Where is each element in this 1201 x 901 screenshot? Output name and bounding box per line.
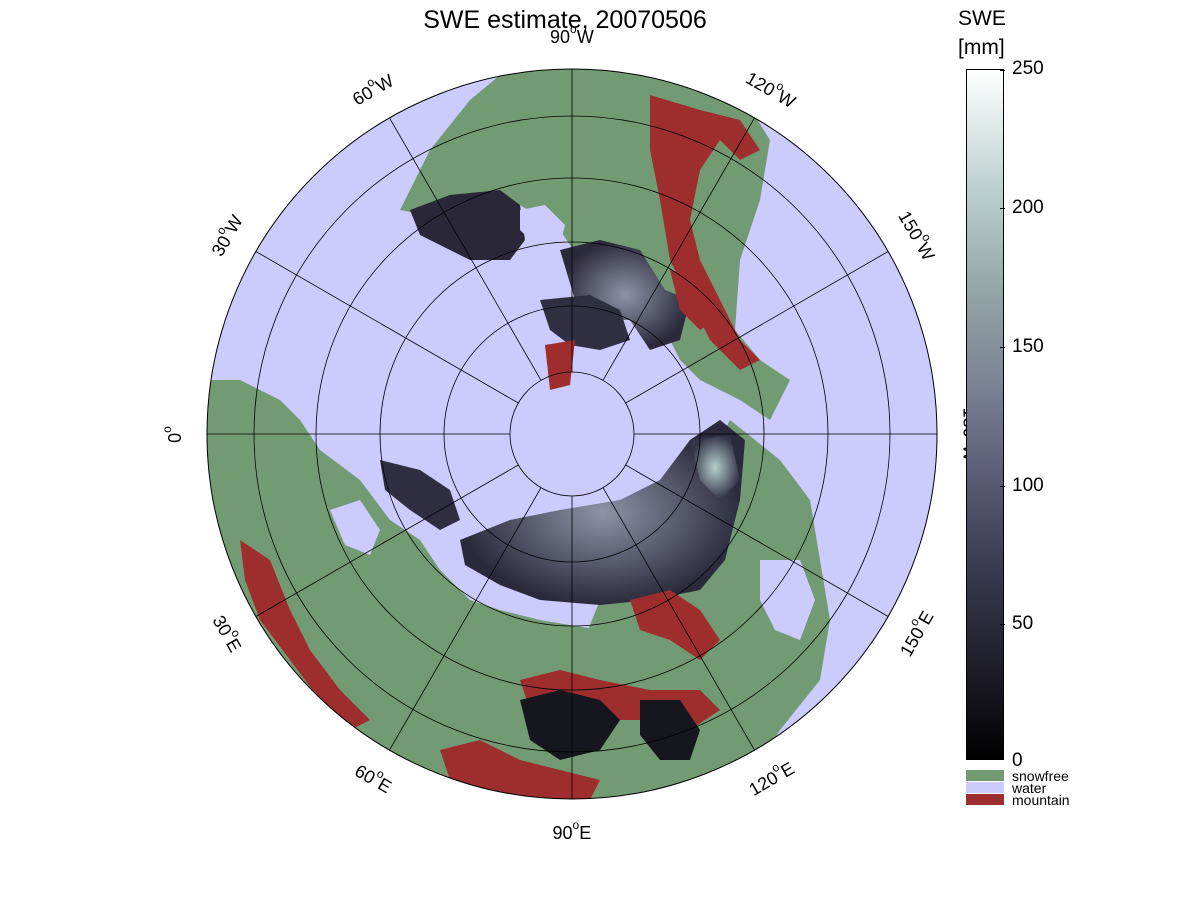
greenland-snow: [410, 190, 525, 260]
colorbar-tick-200: 200: [1012, 197, 1044, 218]
colorbar-title-line2: [mm]: [958, 36, 1005, 59]
graticule: [207, 69, 937, 799]
rockies-mountains: [670, 270, 715, 330]
mongolia-snow: [520, 690, 620, 760]
colorbar-gradient: [966, 69, 1004, 760]
meridian-line: [389, 487, 542, 751]
colorbar-tick-0: 0: [1012, 750, 1023, 771]
colorbar-tick-50: 50: [1012, 613, 1034, 634]
siberia-deep-snow: [690, 435, 740, 500]
lon-label-0: 0o: [159, 425, 185, 443]
siberia-snow: [460, 420, 745, 605]
legend-label-water: water: [1012, 780, 1047, 796]
meridian-line: [625, 251, 889, 404]
legend-swatch-snowfree: [966, 770, 1004, 781]
colorbar-tick-150: 150: [1012, 336, 1044, 357]
north-america-snow: [560, 240, 690, 350]
colorbar-tick-mark: [1000, 486, 1005, 487]
colorbar-tick-250: 250: [1012, 58, 1044, 79]
baltic-sea: [330, 500, 380, 555]
legend-swatch-water: [966, 782, 1004, 793]
meridian-line: [255, 464, 519, 617]
lon-label-90e: 90oE: [552, 817, 592, 843]
colorbar-tick-mark: [1000, 347, 1005, 348]
legend-label-snowfree: snowfree: [1012, 768, 1069, 784]
baffin-mountains: [545, 340, 575, 390]
map-disk: [207, 69, 937, 799]
himalaya-mountains: [440, 740, 600, 799]
colorbar-title-line1: SWE: [958, 7, 1006, 30]
sea-of-okhotsk: [760, 560, 815, 640]
tibet-snow: [640, 700, 700, 760]
meridian-line: [625, 464, 889, 617]
colorbar-tick-mark: [1000, 70, 1005, 71]
legend-swatch-mountain: [966, 794, 1004, 805]
meridian-line: [389, 117, 542, 381]
colorbar-tick-mark: [1000, 624, 1005, 625]
legend-label-mountain: mountain: [1012, 792, 1070, 808]
european-mountains: [240, 540, 370, 730]
hudson-bay: [520, 205, 565, 245]
meridian-line: [255, 251, 519, 404]
colorbar-title: SWE [mm]: [958, 4, 1006, 62]
map-border: [206, 68, 938, 800]
colorbar-tick-mark: [1000, 208, 1005, 209]
meridian-line: [602, 487, 755, 751]
colorbar-tick-100: 100: [1012, 475, 1044, 496]
east-asia-mountains: [630, 590, 720, 660]
canadian-archipelago: [540, 295, 630, 350]
meridian-line: [602, 117, 755, 381]
alaska-mountains: [650, 95, 760, 370]
scandinavia-snow: [380, 460, 460, 530]
lon-label-90w: 90oW: [550, 21, 594, 47]
chart-title: SWE estimate, 20070506: [423, 6, 707, 34]
